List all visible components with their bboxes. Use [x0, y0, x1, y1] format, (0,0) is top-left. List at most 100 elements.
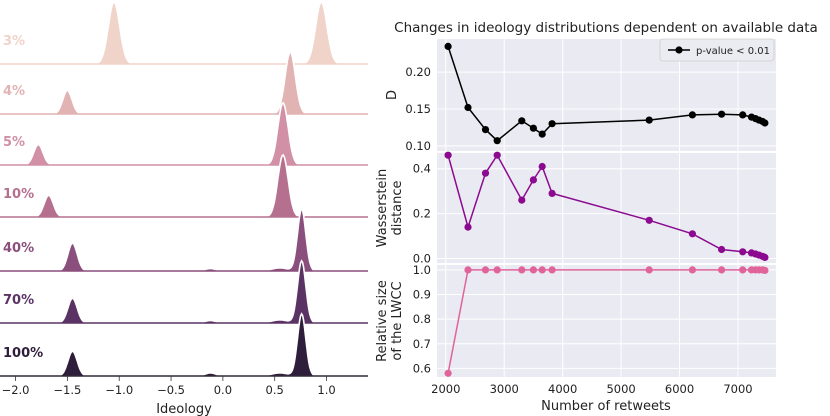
- ridge-row: 70%: [0, 259, 368, 324]
- ridge-x-tick-label: −0.5: [157, 383, 185, 397]
- data-point: [645, 216, 653, 224]
- ridge-x-tick-label: −1.5: [53, 383, 81, 397]
- data-point: [548, 189, 556, 197]
- x-tick-label: 7000: [723, 382, 752, 396]
- data-point: [761, 119, 769, 127]
- data-point: [444, 42, 452, 51]
- ridge-density-outline: [0, 101, 368, 166]
- ridge-density-area: [0, 103, 368, 165]
- legend: p-value < 0.01: [659, 38, 775, 62]
- ridge-row-label: 4%: [3, 84, 25, 99]
- data-point: [688, 111, 697, 119]
- data-point: [464, 223, 472, 231]
- ridge-x-ticks: −2.0 −1.5 −1.0 −0.5 0.0 0.5 1.0: [2, 376, 336, 397]
- x-tick-label: 3000: [490, 382, 519, 396]
- data-point: [529, 176, 538, 184]
- ridgeline-plot: 3% 4% 5% 10% 40% 70% 100% −2.0 −1.5 −1.0 −0.5 0.0 0…: [0, 1, 368, 416]
- data-point: [529, 124, 538, 132]
- ridge-row-label: 100%: [3, 346, 43, 361]
- y-tick-label: 0.0: [413, 252, 431, 266]
- data-point: [718, 266, 726, 274]
- ridge-density-area: [0, 208, 368, 271]
- y-tick-label: 0.15: [405, 102, 431, 116]
- legend-box: [659, 38, 775, 62]
- ridge-x-tick-label: 1.0: [317, 383, 335, 397]
- data-point: [493, 151, 501, 159]
- ridge-row-label: 5%: [3, 135, 25, 150]
- data-point: [739, 111, 747, 119]
- ridge-density-area: [0, 52, 368, 114]
- ridge-row-label: 10%: [3, 187, 34, 202]
- data-point: [761, 253, 769, 261]
- data-point: [538, 130, 546, 138]
- ridge-row: 5%: [0, 101, 368, 166]
- data-point: [444, 369, 452, 377]
- ridge-row-label: 3%: [3, 34, 25, 49]
- data-point: [688, 230, 697, 238]
- data-point: [718, 245, 726, 254]
- ridge-x-axis-label: Ideology: [156, 402, 212, 416]
- data-point: [645, 116, 653, 124]
- data-point: [518, 266, 526, 274]
- x-tick-label: 4000: [548, 382, 577, 396]
- x-tick-label: 6000: [665, 382, 694, 396]
- data-point: [493, 266, 501, 274]
- y-tick-label: 0.6: [413, 361, 431, 375]
- ridge-rows: 3% 4% 5% 10% 40% 70% 100%: [0, 1, 368, 377]
- x-tick-label: 5000: [606, 382, 635, 396]
- data-point: [518, 117, 526, 125]
- y-tick-label: 1.0: [413, 263, 431, 277]
- y-tick-label: 0.20: [405, 65, 431, 79]
- panel-lwcc: 0.6 0.7 0.8 0.9 1.0 Relative size of the LWCC: [375, 263, 776, 377]
- legend-label: p-value < 0.01: [696, 46, 770, 57]
- panel-background: [437, 265, 776, 377]
- data-point: [761, 266, 769, 274]
- data-point: [444, 151, 452, 159]
- ridge-row: 4%: [0, 50, 368, 115]
- y-tick-label: 0.8: [413, 312, 431, 326]
- ridge-density-area: [0, 2, 368, 65]
- data-point: [718, 110, 726, 118]
- data-point: [481, 169, 490, 177]
- ridge-density-area: [0, 155, 368, 217]
- ridge-row: 40%: [0, 207, 368, 272]
- y-tick-label: 0.4: [413, 162, 431, 176]
- ridge-x-tick-label: 0.5: [266, 383, 284, 397]
- x-tick-label: 2000: [431, 382, 460, 396]
- y-tick-label: 0.7: [413, 337, 431, 351]
- data-point: [518, 196, 526, 204]
- data-point: [493, 137, 501, 145]
- ridge-x-tick-label: −1.0: [105, 383, 133, 397]
- line-chart: Changes in ideology distributions depend…: [375, 20, 818, 414]
- line-x-ticks: 2000 3000 4000 5000 6000 7000: [431, 382, 753, 396]
- data-point: [548, 120, 556, 128]
- data-point: [464, 266, 472, 274]
- data-point: [739, 248, 747, 256]
- y-axis-label: Wasserstein: [375, 169, 390, 248]
- data-point: [739, 266, 747, 274]
- line-x-axis-label: Number of retweets: [541, 399, 671, 414]
- y-tick-label: 0.2: [413, 207, 431, 221]
- ridge-row: 3%: [0, 1, 368, 65]
- ridge-row-label: 40%: [3, 241, 34, 256]
- ridge-row-label: 70%: [3, 293, 34, 308]
- data-point: [538, 266, 546, 274]
- data-point: [464, 103, 472, 112]
- y-axis-label: of the LWCC: [390, 281, 405, 360]
- ridge-row: 10%: [0, 153, 368, 218]
- panel-wasserstein: 0.0 0.2 0.4 Wasserstein distance: [375, 151, 776, 266]
- ridge-x-tick-label: −2.0: [2, 383, 30, 397]
- y-axis-label: distance: [390, 180, 405, 235]
- data-point: [529, 266, 538, 274]
- data-point: [688, 266, 697, 274]
- data-point: [481, 266, 490, 274]
- ridge-x-tick-label: 0.0: [214, 383, 232, 397]
- data-point: [548, 266, 556, 274]
- y-tick-label: 0.10: [405, 139, 431, 153]
- data-point: [645, 266, 653, 274]
- y-axis-label: Relative size: [375, 280, 390, 362]
- y-tick-label: 0.9: [413, 288, 431, 302]
- data-point: [481, 126, 490, 134]
- data-point: [538, 162, 546, 171]
